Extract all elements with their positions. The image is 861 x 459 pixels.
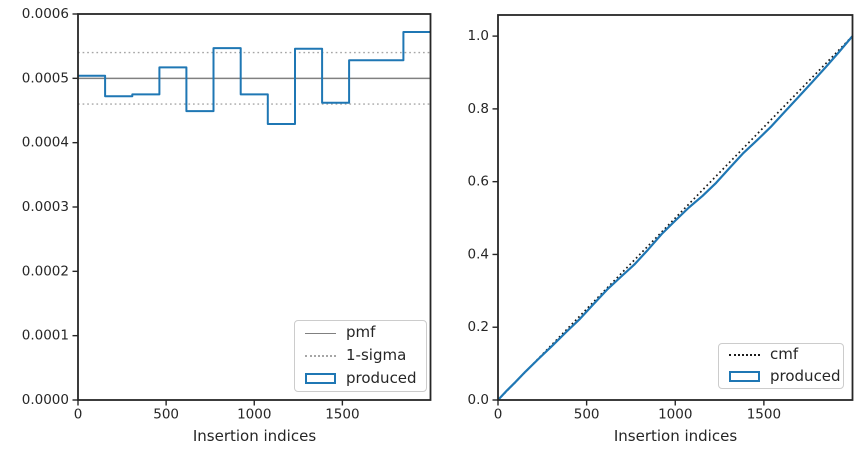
left-plot-legend: pmf 1-sigma produced — [294, 320, 427, 392]
left-plot-xlabel: Insertion indices — [192, 427, 317, 445]
legend-label-1-sigma: 1-sigma — [346, 346, 407, 365]
y-tick-label: 0.4 — [468, 246, 489, 262]
legend-row-produced-left: produced — [305, 368, 417, 387]
series-produced — [497, 35, 854, 401]
legend-label-pmf: pmf — [346, 323, 376, 342]
y-tick-label: 0.6 — [468, 174, 489, 190]
sigma-line-swatch — [305, 355, 336, 357]
y-tick-label: 0.0002 — [22, 263, 69, 279]
y-tick-label: 1.0 — [468, 28, 489, 44]
legend-label-cmf: cmf — [770, 345, 799, 364]
series-cmf — [497, 35, 854, 401]
legend-row-pmf: pmf — [305, 325, 416, 341]
plot-area-cmf: 0 500 1000 1500 0.0 0.2 0.4 0.6 0.8 1.0 — [468, 14, 854, 423]
plot-area-pmf: 0 500 1000 15000.00000.00010.00020.00030.00… — [22, 6, 432, 423]
x-tick-label: 500 — [574, 407, 600, 423]
legend-label-produced-left: produced — [346, 368, 417, 387]
series-produced — [78, 31, 431, 125]
x-tick-label: 0 — [74, 407, 83, 423]
x-tick-label: 500 — [153, 407, 179, 423]
legend-label-produced-right: produced — [770, 367, 841, 385]
right-plot-legend: cmf produced — [718, 343, 844, 389]
y-tick-label: 0.0006 — [22, 6, 69, 22]
y-tick-label: 0.0 — [468, 392, 489, 408]
x-tick-label: 0 — [494, 407, 503, 423]
y-axis-ticks: 0.0 0.2 0.4 0.6 0.8 1.0 — [468, 28, 498, 408]
y-tick-label: 0.0003 — [22, 199, 69, 215]
right-plot-xlabel: Insertion indices — [613, 427, 738, 445]
legend-row-produced-right: produced — [729, 368, 841, 385]
pmf-line-swatch — [305, 332, 336, 334]
y-tick-label: 0.0001 — [22, 328, 69, 344]
y-tick-label: 0.0005 — [22, 70, 69, 86]
x-tick-label: 1000 — [237, 407, 271, 423]
cmf-line-swatch — [729, 354, 760, 357]
x-axis-ticks: 0 500 1000 1500 — [494, 400, 781, 423]
x-tick-label: 1500 — [747, 407, 781, 423]
x-axis-ticks: 0 500 1000 1500 — [74, 400, 360, 423]
y-axis-ticks: 0.0000 0.0001 0.0002 0.0003 0.0004 0.0005 0.00… — [22, 6, 78, 408]
y-tick-label: 0.0000 — [22, 392, 69, 408]
produced-patch-swatch — [305, 373, 336, 385]
legend-row-1-sigma: 1-sigma — [305, 346, 416, 365]
legend-row-cmf: cmf — [729, 345, 833, 364]
y-tick-label: 0.2 — [468, 319, 489, 335]
x-tick-label: 1500 — [325, 407, 359, 423]
y-tick-label: 0.8 — [468, 101, 489, 117]
y-tick-label: 0.0004 — [22, 135, 69, 151]
x-tick-label: 1000 — [658, 407, 692, 423]
produced-patch-swatch-right — [729, 371, 760, 383]
